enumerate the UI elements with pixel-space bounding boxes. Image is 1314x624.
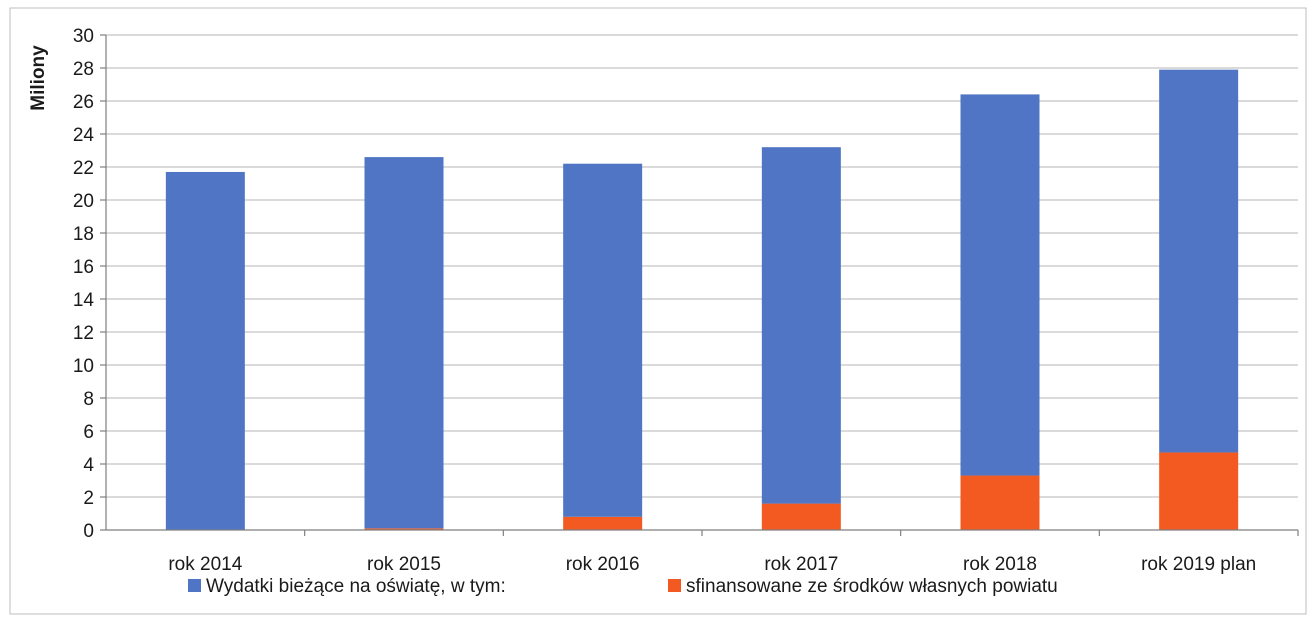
x-category-label: rok 2017 — [764, 554, 838, 575]
bar-segment-expenses — [166, 172, 245, 530]
y-tick-label: 0 — [83, 521, 94, 542]
bar-segment-own-funds — [961, 476, 1040, 530]
y-tick-label: 16 — [73, 257, 94, 278]
x-category-label: rok 2018 — [963, 554, 1037, 575]
x-category-label: rok 2016 — [566, 554, 640, 575]
y-tick-label: 6 — [83, 422, 94, 443]
y-tick-label: 14 — [73, 290, 95, 311]
bar-segment-expenses — [563, 164, 642, 517]
gridlines — [106, 35, 1298, 497]
y-tick-label: 18 — [73, 224, 94, 245]
y-tick-label: 22 — [73, 158, 94, 179]
y-axis-title: Miliony — [28, 45, 49, 111]
bar-segment-expenses — [1159, 70, 1238, 453]
y-tick-label: 26 — [73, 92, 94, 113]
legend-label: sfinansowane ze środków własnych powiatu — [686, 576, 1058, 597]
legend-label: Wydatki bieżące na oświatę, w tym: — [206, 576, 506, 597]
bar-segment-own-funds — [762, 504, 841, 530]
y-tick-label: 4 — [83, 455, 94, 476]
bar-segment-expenses — [961, 94, 1040, 475]
bar-segment-expenses — [365, 157, 444, 528]
y-tick-label: 12 — [73, 323, 94, 344]
y-tick-label: 10 — [73, 356, 94, 377]
x-category-label: rok 2015 — [367, 554, 441, 575]
y-tick-label: 24 — [73, 125, 95, 146]
bar-segment-own-funds — [1159, 452, 1238, 530]
bar-segment-expenses — [762, 147, 841, 503]
legend-swatch — [668, 579, 681, 592]
y-tick-label: 28 — [73, 59, 94, 80]
x-category-label: rok 2014 — [168, 554, 242, 575]
y-tick-label: 2 — [83, 488, 94, 509]
bar-segment-own-funds — [563, 517, 642, 530]
y-tick-label: 8 — [83, 389, 94, 410]
y-tick-label: 20 — [73, 191, 94, 212]
y-tick-label: 30 — [73, 26, 94, 47]
bars — [166, 70, 1238, 530]
x-category-label: rok 2019 plan — [1141, 554, 1256, 575]
legend-swatch — [188, 579, 201, 592]
legend: Wydatki bieżące na oświatę, w tym: sfinan… — [188, 576, 1058, 597]
